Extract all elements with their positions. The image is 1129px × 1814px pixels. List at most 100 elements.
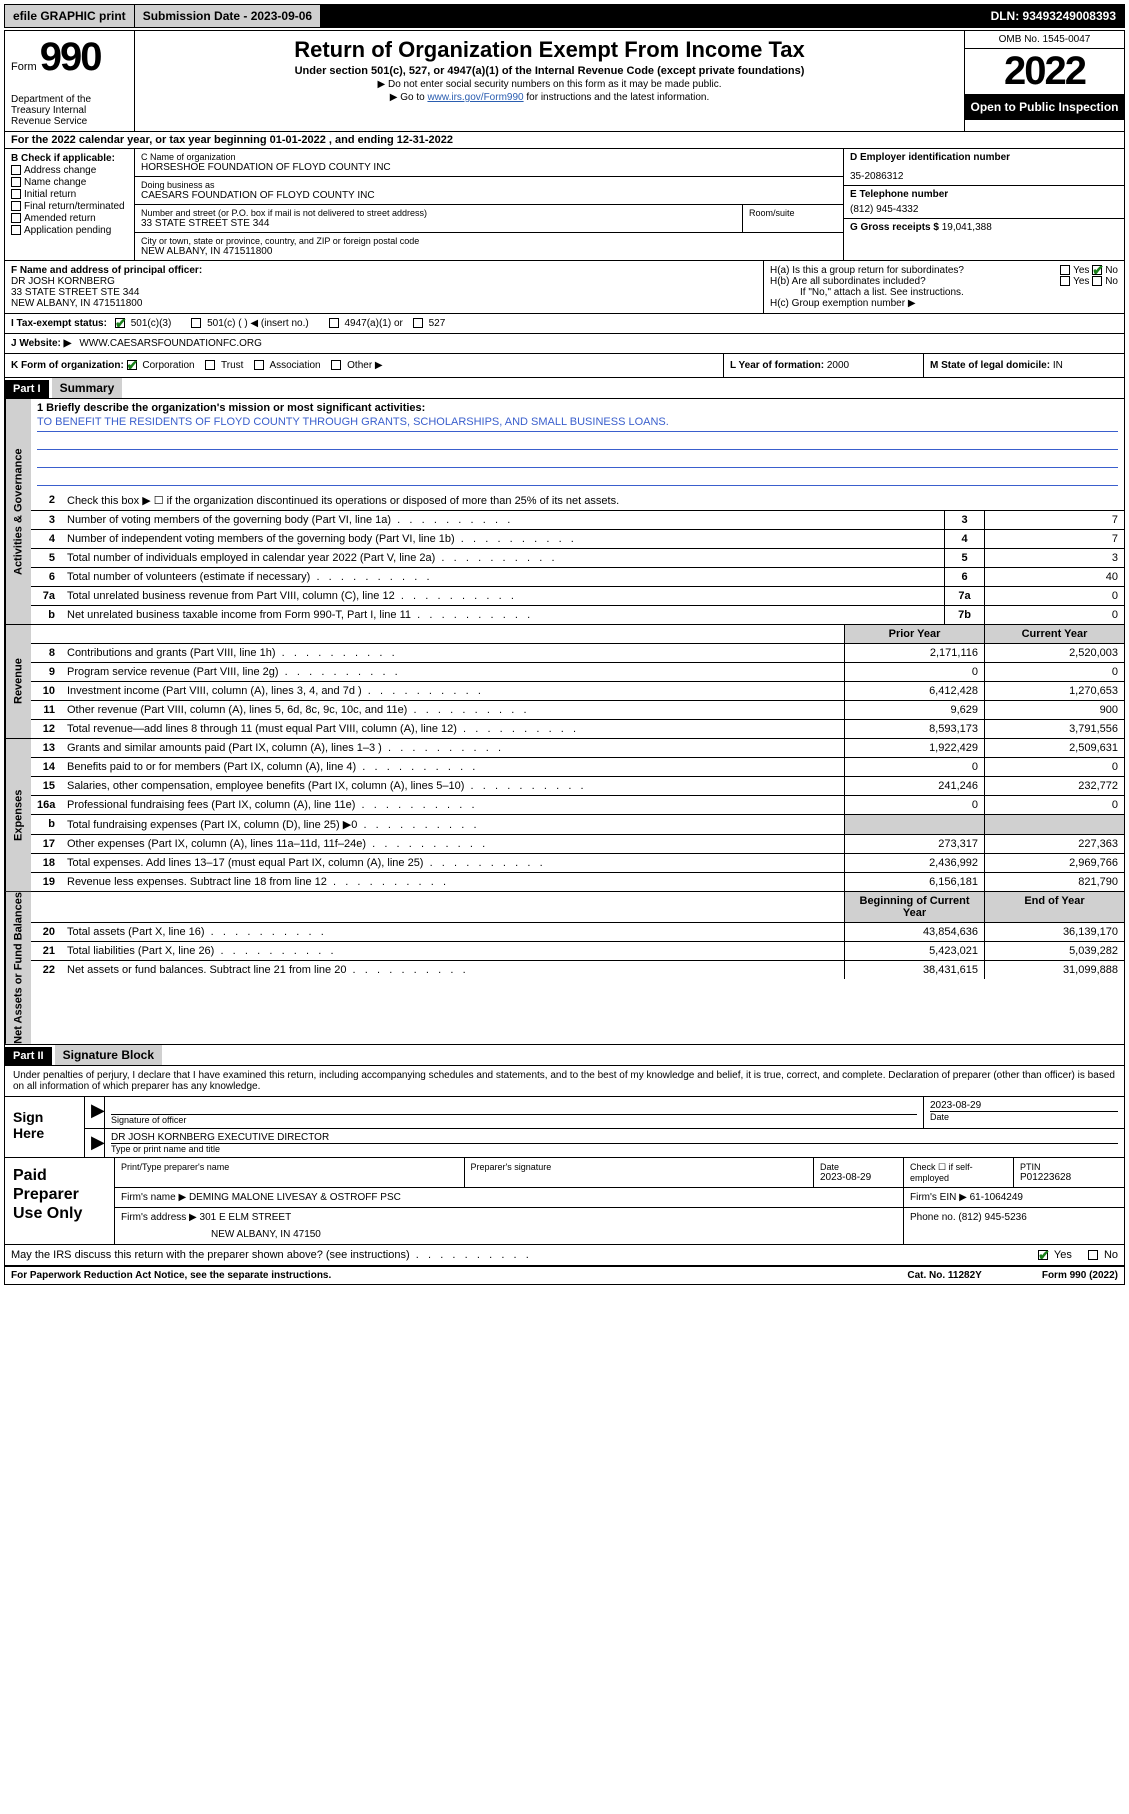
room-label: Room/suite [749, 208, 837, 218]
k-other[interactable]: Other ▶ [331, 360, 382, 371]
street-label: Number and street (or P.O. box if mail i… [141, 208, 736, 218]
k-assoc[interactable]: Association [254, 360, 320, 371]
topbar-spacer [321, 5, 982, 27]
ein-value: 35-2086312 [850, 171, 1118, 182]
org-name-label: C Name of organization [141, 152, 837, 162]
prep-row-1: Print/Type preparer's name Preparer's si… [115, 1158, 1124, 1188]
opt-4947[interactable]: 4947(a)(1) or [329, 318, 403, 329]
expenses-block: Expenses 13 Grants and similar amounts p… [5, 739, 1124, 892]
officer-label: F Name and address of principal officer: [11, 265, 757, 276]
paid-preparer-block: Paid Preparer Use Only Print/Type prepar… [5, 1158, 1124, 1245]
opt-527[interactable]: 527 [413, 318, 445, 329]
chk-address-change[interactable]: Address change [11, 165, 128, 176]
line-19: 19 Revenue less expenses. Subtract line … [31, 873, 1124, 891]
begin-year-hdr: Beginning of Current Year [844, 892, 984, 922]
h-b: H(b) Are all subordinates included?Yes N… [770, 276, 1118, 287]
line-17: 17 Other expenses (Part IX, column (A), … [31, 835, 1124, 854]
officer-sub-label: Type or print name and title [111, 1143, 1118, 1154]
part-2-header: Part II Signature Block [5, 1045, 1124, 1066]
gross-value: 19,041,388 [942, 222, 992, 233]
line-b: b Net unrelated business taxable income … [31, 606, 1124, 624]
m-label: M State of legal domicile: [930, 360, 1050, 371]
firm-ein-cell: Firm's EIN ▶ 61-1064249 [904, 1188, 1124, 1207]
form-number: 990 [40, 35, 101, 79]
efile-label[interactable]: efile GRAPHIC print [5, 5, 135, 27]
line-21: 21 Total liabilities (Part X, line 26) 5… [31, 942, 1124, 961]
part-2-badge: Part II [5, 1047, 52, 1065]
tel-label: E Telephone number [850, 189, 1118, 200]
chk-name-change[interactable]: Name change [11, 177, 128, 188]
line-12: 12 Total revenue—add lines 8 through 11 … [31, 720, 1124, 738]
mission-blank-3 [37, 470, 1118, 486]
org-name: HORSESHOE FOUNDATION OF FLOYD COUNTY INC [141, 162, 837, 173]
line-13: 13 Grants and similar amounts paid (Part… [31, 739, 1124, 758]
chk-final-return[interactable]: Final return/terminated [11, 201, 128, 212]
submission-date: Submission Date - 2023-09-06 [135, 5, 321, 27]
expenses-lines: 13 Grants and similar amounts paid (Part… [31, 739, 1124, 891]
netassets-label: Net Assets or Fund Balances [5, 892, 31, 1044]
part-1-badge: Part I [5, 380, 49, 398]
dba-label: Doing business as [141, 180, 837, 190]
mission-blank-2 [37, 452, 1118, 468]
footer: For Paperwork Reduction Act Notice, see … [5, 1267, 1124, 1284]
revenue-lines: Prior Year Current Year 8 Contributions … [31, 625, 1124, 738]
sig-date-label: Date [930, 1111, 1118, 1122]
chk-amended-return[interactable]: Amended return [11, 213, 128, 224]
section-k: K Form of organization: Corporation Trus… [5, 354, 1124, 378]
tax-year: 2022 [965, 49, 1124, 95]
part-2-title: Signature Block [55, 1045, 162, 1065]
discuss-row: May the IRS discuss this return with the… [5, 1245, 1124, 1267]
dba-cell: Doing business as CAESARS FOUNDATION OF … [135, 177, 843, 205]
paid-preparer-right: Print/Type preparer's name Preparer's si… [115, 1158, 1124, 1244]
opt-501c[interactable]: 501(c) ( ) ◀ (insert no.) [191, 318, 308, 329]
mission-blank-1 [37, 434, 1118, 450]
officer-addr2: NEW ALBANY, IN 471511800 [11, 298, 757, 309]
ptin-cell: PTINP01223628 [1014, 1158, 1124, 1187]
governance-block: Activities & Governance 1 Briefly descri… [5, 399, 1124, 625]
mission-box: 1 Briefly describe the organization's mi… [31, 399, 1124, 491]
gross-label: G Gross receipts $ [850, 222, 939, 233]
chk-initial-return[interactable]: Initial return [11, 189, 128, 200]
city-value: NEW ALBANY, IN 471511800 [141, 246, 837, 257]
section-d: D Employer identification number 35-2086… [844, 149, 1124, 260]
sign-here-label: Sign Here [5, 1097, 85, 1157]
discuss-no[interactable]: No [1088, 1249, 1118, 1261]
line-2-desc: Check this box ▶ ☐ if the organization d… [61, 491, 1124, 510]
form-note-2: ▶ Go to www.irs.gov/Form990 for instruct… [145, 92, 954, 103]
line-6: 6 Total number of volunteers (estimate i… [31, 568, 1124, 587]
m-value: IN [1053, 360, 1063, 371]
website-value[interactable]: WWW.CAESARSFOUNDATIONFC.ORG [79, 338, 262, 349]
header-left: Form 990 Department of the Treasury Inte… [5, 31, 135, 131]
sign-here-block: Sign Here ▶ Signature of officer 2023-08… [5, 1097, 1124, 1158]
form-title: Return of Organization Exempt From Incom… [145, 37, 954, 63]
sig-row-1: ▶ Signature of officer 2023-08-29 Date [85, 1097, 1124, 1129]
form-word: Form [11, 61, 37, 73]
k-trust[interactable]: Trust [205, 360, 243, 371]
netassets-block: Net Assets or Fund Balances Beginning of… [5, 892, 1124, 1045]
section-f: F Name and address of principal officer:… [5, 261, 764, 313]
discuss-text: May the IRS discuss this return with the… [11, 1249, 1038, 1261]
l-value: 2000 [827, 360, 849, 371]
line-11: 11 Other revenue (Part VIII, column (A),… [31, 701, 1124, 720]
section-b-header: B Check if applicable: [11, 153, 128, 164]
dept-label: Department of the Treasury Internal Reve… [11, 94, 128, 127]
k-corp[interactable]: Corporation [127, 360, 195, 371]
expenses-label: Expenses [5, 739, 31, 891]
chk-application-pending[interactable]: Application pending [11, 225, 128, 236]
prep-self-cell[interactable]: Check ☐ if self-employed [904, 1158, 1014, 1187]
website-label: J Website: ▶ [11, 338, 71, 349]
part-1-title: Summary [52, 378, 123, 398]
prep-name-cell: Print/Type preparer's name [115, 1158, 465, 1187]
line-15: 15 Salaries, other compensation, employe… [31, 777, 1124, 796]
prep-date-cell: Date2023-08-29 [814, 1158, 904, 1187]
street-address: 33 STATE STREET STE 344 [141, 218, 736, 229]
h-a: H(a) Is this a group return for subordin… [770, 265, 1118, 276]
sig-officer-label: Signature of officer [111, 1114, 917, 1125]
line-18: 18 Total expenses. Add lines 13–17 (must… [31, 854, 1124, 873]
opt-501c3[interactable]: 501(c)(3) [115, 318, 171, 329]
section-h: H(a) Is this a group return for subordin… [764, 261, 1124, 313]
line-10: 10 Investment income (Part VIII, column … [31, 682, 1124, 701]
discuss-yes[interactable]: Yes [1038, 1249, 1072, 1261]
signature-intro: Under penalties of perjury, I declare th… [5, 1066, 1124, 1097]
irs-link[interactable]: www.irs.gov/Form990 [427, 92, 523, 103]
